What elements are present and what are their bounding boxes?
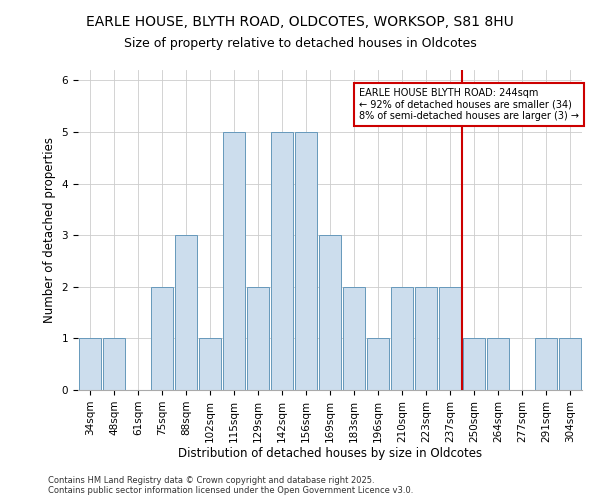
Bar [463,338,485,390]
Bar [271,132,293,390]
Bar [535,338,557,390]
Bar [415,287,437,390]
Text: EARLE HOUSE BLYTH ROAD: 244sqm
← 92% of detached houses are smaller (34)
8% of s: EARLE HOUSE BLYTH ROAD: 244sqm ← 92% of … [359,88,579,122]
Text: Size of property relative to detached houses in Oldcotes: Size of property relative to detached ho… [124,38,476,51]
X-axis label: Distribution of detached houses by size in Oldcotes: Distribution of detached houses by size … [178,448,482,460]
Bar [559,338,581,390]
Bar [391,287,413,390]
Bar [199,338,221,390]
Bar [79,338,101,390]
Bar [319,235,341,390]
Bar [343,287,365,390]
Bar [439,287,461,390]
Text: Contains HM Land Registry data © Crown copyright and database right 2025.
Contai: Contains HM Land Registry data © Crown c… [48,476,413,495]
Y-axis label: Number of detached properties: Number of detached properties [43,137,56,323]
Bar [175,235,197,390]
Bar [247,287,269,390]
Bar [103,338,125,390]
Bar [151,287,173,390]
Bar [223,132,245,390]
Text: EARLE HOUSE, BLYTH ROAD, OLDCOTES, WORKSOP, S81 8HU: EARLE HOUSE, BLYTH ROAD, OLDCOTES, WORKS… [86,15,514,29]
Bar [295,132,317,390]
Bar [367,338,389,390]
Bar [487,338,509,390]
